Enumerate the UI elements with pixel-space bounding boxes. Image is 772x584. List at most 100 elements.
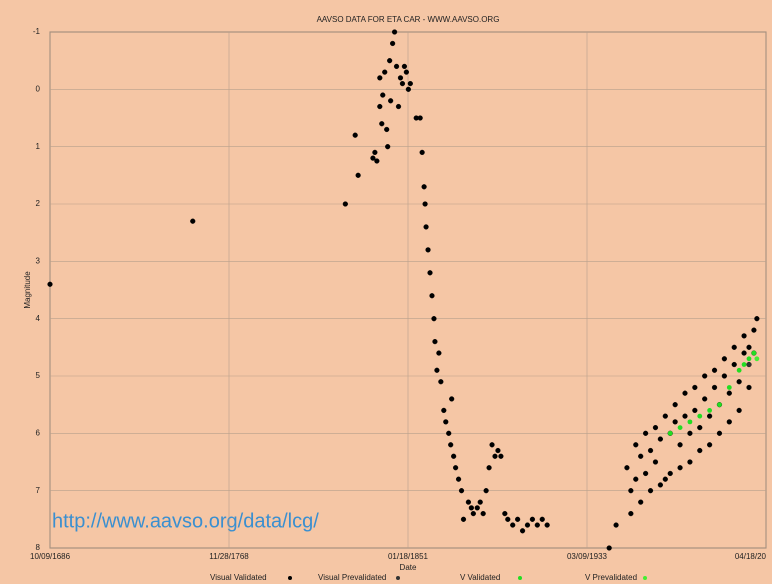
data-point xyxy=(741,350,747,356)
data-point xyxy=(465,499,472,505)
data-point xyxy=(355,172,361,178)
legend-label: Visual Prevalidated xyxy=(318,573,386,582)
data-point xyxy=(425,247,431,253)
data-point xyxy=(505,516,511,522)
data-point xyxy=(677,465,683,471)
data-point xyxy=(711,384,718,391)
data-point xyxy=(643,430,649,436)
data-point xyxy=(613,522,619,528)
data-point xyxy=(384,126,390,133)
data-point xyxy=(431,316,437,322)
y-tick-label: 2 xyxy=(36,199,41,208)
data-point xyxy=(754,356,760,362)
data-point xyxy=(736,367,742,373)
data-point xyxy=(387,58,393,64)
data-point xyxy=(495,447,501,454)
data-point xyxy=(401,63,408,70)
data-point xyxy=(393,63,400,70)
data-point xyxy=(486,465,492,471)
data-point xyxy=(677,425,683,430)
y-tick-label: 8 xyxy=(36,543,41,552)
data-point xyxy=(628,510,634,517)
data-point xyxy=(726,419,732,425)
data-point xyxy=(524,522,531,528)
data-point xyxy=(427,270,433,276)
chart-title: AAVSO DATA FOR ETA CAR - WWW.AAVSO.ORG xyxy=(317,15,500,24)
data-point xyxy=(746,384,752,391)
data-point xyxy=(707,413,713,419)
data-point xyxy=(489,442,495,448)
legend-marker xyxy=(396,576,400,580)
data-point xyxy=(379,121,385,127)
y-tick-label: 3 xyxy=(36,256,41,265)
data-point xyxy=(731,361,737,368)
data-point xyxy=(377,103,383,110)
data-point xyxy=(667,470,673,477)
annotation-url: http://www.aavso.org/data/lcg/ xyxy=(52,510,319,532)
data-point xyxy=(707,442,713,448)
data-point xyxy=(377,75,383,81)
data-point xyxy=(746,356,752,362)
y-tick-label: 5 xyxy=(36,371,41,380)
data-point xyxy=(638,453,644,459)
data-point xyxy=(721,356,727,362)
data-point xyxy=(405,86,411,92)
data-point xyxy=(382,69,388,75)
data-point xyxy=(483,488,489,494)
data-point xyxy=(468,505,474,511)
data-point xyxy=(672,419,678,425)
data-point xyxy=(544,522,550,528)
data-point xyxy=(726,390,732,396)
data-point xyxy=(746,344,752,350)
x-tick-label: 01/18/1851 xyxy=(388,552,429,561)
data-point xyxy=(716,430,723,436)
data-point xyxy=(633,442,639,448)
data-point xyxy=(477,499,483,505)
data-point xyxy=(726,385,732,390)
data-point xyxy=(697,425,703,431)
data-point xyxy=(470,510,476,517)
data-point xyxy=(443,419,449,425)
y-tick-label: 0 xyxy=(36,84,41,93)
data-point xyxy=(643,470,649,477)
data-point xyxy=(460,516,467,522)
data-point xyxy=(687,459,693,465)
data-point xyxy=(682,390,688,396)
data-point xyxy=(342,201,348,207)
data-point xyxy=(633,476,639,482)
legend-label: V Validated xyxy=(460,573,500,582)
data-point xyxy=(682,413,688,419)
x-tick-label: 04/18/20 xyxy=(735,552,767,561)
data-point xyxy=(385,144,391,150)
data-point xyxy=(606,545,612,551)
data-point xyxy=(736,379,742,385)
data-point xyxy=(434,367,440,373)
x-tick-label: 03/09/1933 xyxy=(567,552,608,561)
data-point xyxy=(662,413,668,419)
y-tick-label: 6 xyxy=(36,428,41,437)
data-point xyxy=(652,425,659,431)
data-point xyxy=(492,453,498,459)
data-point xyxy=(403,69,409,75)
legend-marker xyxy=(643,576,647,580)
data-point xyxy=(751,327,757,333)
data-point xyxy=(707,408,713,413)
data-point xyxy=(638,499,644,505)
data-point xyxy=(519,528,526,534)
data-point xyxy=(352,132,358,138)
data-point xyxy=(534,522,540,528)
data-point xyxy=(652,459,659,465)
x-tick-label: 10/09/1686 xyxy=(30,552,71,561)
data-point xyxy=(751,350,757,356)
data-point xyxy=(692,384,698,391)
x-tick-label: 11/28/1768 xyxy=(209,552,249,561)
data-point xyxy=(417,115,423,121)
data-point xyxy=(390,40,396,47)
data-point xyxy=(736,407,742,414)
data-point xyxy=(672,402,678,408)
legend-label: V Prevalidated xyxy=(585,573,637,582)
data-point xyxy=(624,465,630,471)
data-point xyxy=(628,488,634,494)
data-point xyxy=(746,361,752,368)
data-point xyxy=(647,488,654,494)
